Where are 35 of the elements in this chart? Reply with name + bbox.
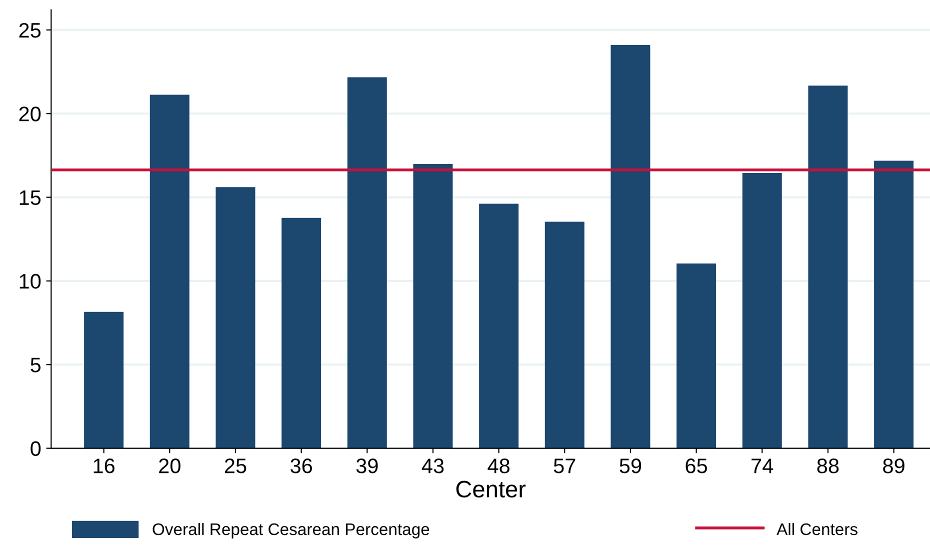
bar: [610, 45, 650, 448]
x-tick-label: 88: [817, 458, 839, 474]
x-tick-label: 89: [883, 458, 904, 474]
bar: [216, 187, 256, 448]
x-tick-label: 39: [356, 458, 378, 474]
x-axis-title: Center: [456, 480, 526, 498]
y-tick-label: 0: [30, 441, 41, 456]
x-tick-label: 43: [422, 458, 444, 474]
legend-label: All Centers: [776, 522, 858, 536]
bar: [544, 222, 584, 448]
bar: [347, 77, 387, 448]
bar: [808, 86, 848, 448]
bar: [150, 94, 190, 448]
bar: [84, 312, 124, 448]
x-tick-label: 36: [290, 458, 312, 474]
x-tick-label: 20: [159, 458, 180, 474]
x-tick-label: 57: [554, 458, 576, 474]
y-tick-label: 20: [19, 106, 41, 122]
bar: [676, 264, 716, 448]
x-tick-label: 48: [488, 458, 510, 474]
y-tick-label: 10: [20, 274, 41, 289]
y-tick-label: 25: [19, 22, 41, 38]
y-tick-label: 5: [30, 358, 41, 372]
x-tick-label: 16: [94, 458, 114, 474]
legend-label: Overall Repeat Cesarean Percentage: [152, 522, 430, 538]
x-tick-label: 65: [686, 458, 708, 474]
bar: [742, 173, 782, 448]
x-tick-label: 59: [620, 458, 642, 474]
bar: [479, 204, 519, 448]
bar: [282, 218, 322, 448]
bar: [874, 160, 914, 448]
x-tick-label: 25: [224, 458, 246, 474]
x-tick-label: 74: [752, 458, 774, 474]
bar: [413, 164, 453, 448]
y-tick-label: 15: [20, 190, 41, 206]
